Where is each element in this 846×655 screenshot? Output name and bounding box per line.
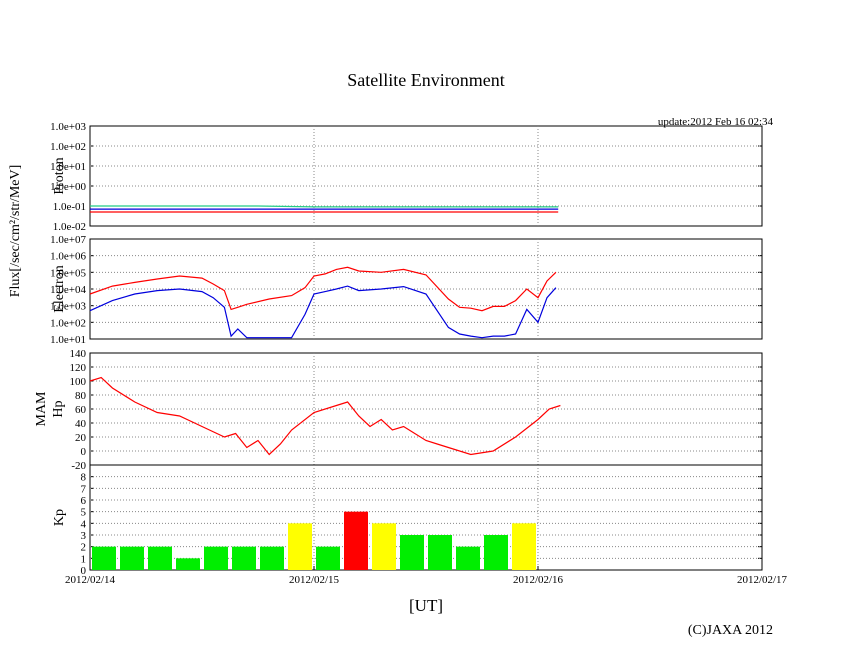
panel-electron: 1.0e+01 1.0e+02 1.0e+03 1.0e+04 1.0e+05 1.0e+… (50, 234, 763, 346)
x-tick-label: 2012/02/14 (65, 574, 116, 586)
panel-frame (89, 464, 763, 571)
y-tick-label: 80 (75, 390, 87, 402)
kp-bar (428, 535, 452, 570)
y-tick-label: 1.0e+03 (50, 121, 86, 133)
y-tick-label: 1.0e+07 (50, 234, 86, 246)
y-tick-label: 4 (81, 518, 87, 530)
x-tick-label: 2012/02/15 (289, 574, 340, 586)
y-tick-label: -20 (71, 460, 86, 472)
y-tick-label: 1 (81, 553, 87, 565)
kp-bar (204, 546, 228, 570)
y-tick-label: 1.0e+04 (50, 284, 86, 296)
y-tick-label: 7 (81, 483, 87, 495)
y-tick-label: 1.0e-01 (53, 201, 86, 213)
y-tick-label: 1.0e-02 (53, 221, 86, 233)
y-tick-label: 3 (81, 530, 87, 542)
y-tick-label: 140 (70, 348, 87, 360)
y-tick-label: 2 (81, 542, 87, 554)
y-tick-label: 1.0e+02 (50, 317, 86, 329)
series-line-red (89, 376, 561, 456)
y-tick-label: 1.0e+02 (50, 141, 86, 153)
y-tick-label: 6 (81, 495, 87, 507)
y-tick-label: 0 (81, 446, 87, 458)
kp-bar (120, 546, 144, 570)
kp-bar (288, 523, 312, 570)
update-timestamp: update:2012 Feb 16 02:34 (658, 116, 774, 128)
y-tick-label: 1.0e+06 (50, 251, 86, 263)
kp-bar (512, 523, 536, 570)
x-tick-label: 2012/02/16 (513, 574, 564, 586)
chart-panels: 1.0e-021.0e-011.0e+001.0e+011.0e+021.0e+… (8, 121, 788, 586)
kp-bar (372, 523, 396, 570)
y-axis-label: Proton (52, 157, 67, 194)
kp-bar (260, 546, 284, 570)
kp-bar (92, 546, 116, 570)
panel-frame (89, 125, 763, 227)
copyright-text: (C)JAXA 2012 (688, 623, 773, 638)
flux-unit-label: Flux[/sec/cm²/str/MeV] (8, 165, 23, 298)
y-tick-label: 100 (70, 376, 87, 388)
y-tick-label: 40 (75, 418, 87, 430)
y-axis-label: MAM (34, 391, 49, 427)
y-tick-label: 5 (81, 507, 87, 519)
chart-title: Satellite Environment (347, 70, 504, 90)
kp-bar (484, 535, 508, 570)
x-tick-label: 2012/02/17 (737, 574, 788, 586)
x-axis-label: [UT] (409, 596, 443, 615)
y-tick-label: 8 (81, 472, 87, 484)
panel-proton: 1.0e-02 1.0e-01 1.0e+00 1.0e+01 1.0e+02 1.0e+… (8, 121, 763, 298)
y-tick-label: 0 (81, 565, 87, 577)
kp-bar (344, 511, 368, 570)
series-line-red (89, 266, 557, 312)
y-tick-label: 1.0e+01 (50, 334, 86, 346)
y-axis-label: Kp (52, 509, 67, 526)
series-line-green (90, 205, 559, 208)
y-tick-label: 120 (70, 362, 87, 374)
y-axis-label-unit: Hp (51, 400, 66, 417)
panel-mam_hp: -20 0 20 40 60 80 100 120 140 MAM Hp (34, 348, 763, 472)
kp-bar (232, 546, 256, 570)
y-axis-label: Electron (52, 265, 67, 312)
kp-bar (176, 558, 200, 570)
y-tick-label: 1.0e+03 (50, 301, 86, 313)
kp-bar (316, 546, 340, 570)
y-tick-label: 1.0e+00 (50, 181, 86, 193)
y-tick-label: 1.0e+05 (50, 267, 86, 279)
kp-bar (456, 546, 480, 570)
series-line-blue (89, 285, 557, 339)
kp-bar (400, 535, 424, 570)
y-tick-label: 1.0e+01 (50, 161, 86, 173)
y-tick-label: 20 (75, 432, 87, 444)
kp-bar (148, 546, 172, 570)
y-tick-label: 60 (75, 404, 87, 416)
